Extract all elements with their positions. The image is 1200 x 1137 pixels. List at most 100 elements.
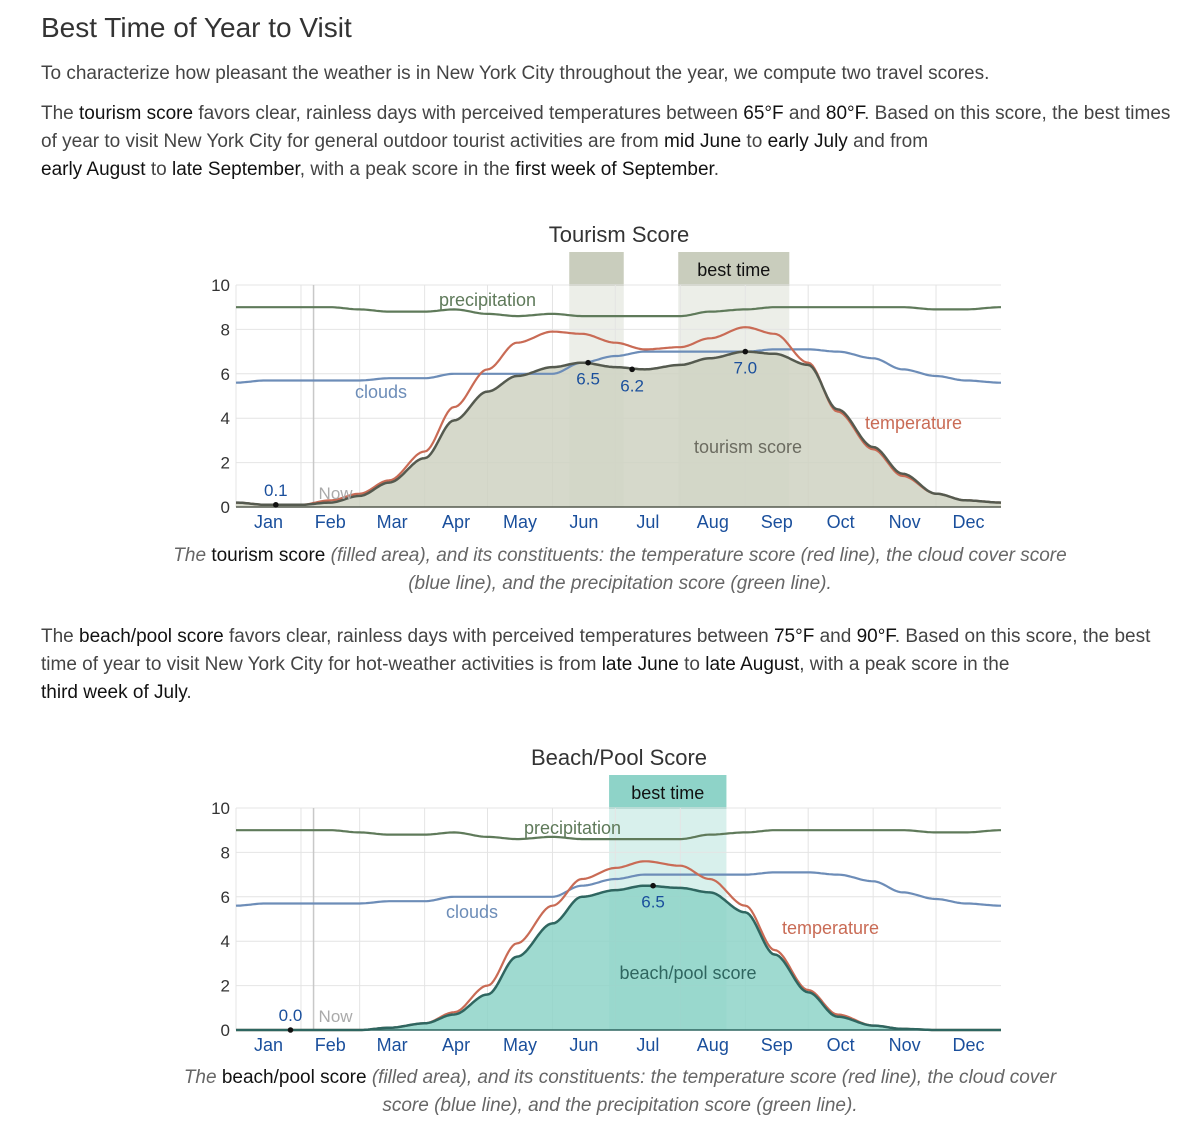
peak-point	[273, 501, 279, 508]
text-run: The	[41, 626, 80, 647]
highlight-term: tourism score	[79, 103, 194, 124]
highlight-term: early July	[767, 131, 848, 152]
text-run: favors clear, rainless days with perceiv…	[193, 103, 744, 124]
score-label: beach/pool score	[619, 963, 756, 983]
tourism-score-chart: best time Tourism Score 0 2 4 6 8 10 Jan Feb Mar Ap…	[211, 222, 1002, 532]
point-value-label: 6.5	[641, 893, 665, 912]
y-tick-label: 10	[211, 799, 230, 818]
peak-point	[585, 359, 591, 366]
month-label: Feb	[315, 1035, 346, 1055]
y-tick-label: 8	[221, 843, 230, 862]
tourism-description: The tourism score favors clear, rainless…	[41, 100, 1191, 184]
highlight-term: third week of July	[41, 682, 187, 703]
text-run: . Based on this score, the best time of …	[41, 626, 1151, 675]
point-value-label: 0.1	[264, 481, 288, 500]
month-label: Dec	[953, 1035, 985, 1055]
temperature-line	[236, 326, 1002, 506]
month-label: Sep	[761, 1035, 793, 1055]
text-run: (filled area), and its constituents: the…	[325, 545, 1067, 594]
best-time-band-header	[569, 252, 624, 286]
point-value-label: 6.2	[620, 376, 644, 395]
month-label: Jul	[636, 512, 659, 532]
highlight-term: tourism score	[211, 545, 326, 566]
text-run: .	[713, 159, 720, 180]
highlight-term: first week of September	[515, 159, 714, 180]
y-tick-label: 10	[211, 276, 230, 295]
highlight-term: late September	[171, 159, 300, 180]
temperature-label: temperature	[865, 413, 962, 433]
highlight-term: beach/pool score	[79, 626, 224, 647]
y-tick-label: 6	[221, 365, 230, 384]
highlight-term: early August	[41, 159, 146, 180]
tourism-chart-caption: The tourism score (filled area), and its…	[160, 542, 1080, 598]
month-label: Jan	[254, 512, 283, 532]
score-area	[236, 885, 1001, 1030]
precipitation-label: precipitation	[439, 290, 536, 310]
point-value-label: 0.0	[279, 1006, 303, 1025]
point-value-label: 7.0	[733, 359, 757, 378]
month-label: Jun	[569, 1035, 598, 1055]
highlight-term: late June	[601, 654, 679, 675]
text-run: favors clear, rainless days with perceiv…	[223, 626, 774, 647]
page-title: Best Time of Year to Visit	[41, 12, 352, 43]
month-label: Nov	[889, 1035, 921, 1055]
best-time-band-header	[678, 252, 790, 286]
month-label: Dec	[953, 512, 985, 532]
highlight-term: 65°F	[743, 103, 784, 124]
highlight-term: 75°F	[773, 626, 815, 647]
month-label: Apr	[442, 1035, 470, 1055]
text-run: The	[41, 103, 80, 124]
month-label: Apr	[442, 512, 470, 532]
chart-title: Tourism Score	[549, 222, 690, 247]
peak-point	[629, 366, 635, 373]
tourism-score-line	[236, 350, 1002, 507]
clouds-line	[235, 348, 1001, 384]
text-run: , with a peak score in the	[799, 654, 1010, 675]
month-label: Jan	[254, 1035, 283, 1055]
text-run: and from	[847, 131, 929, 152]
month-label: Oct	[827, 1035, 855, 1055]
score-label: tourism score	[694, 437, 802, 457]
month-label: Nov	[889, 512, 921, 532]
best-time-label: best time	[631, 783, 704, 803]
clouds-label: clouds	[355, 382, 407, 402]
y-tick-label: 4	[221, 409, 230, 428]
text-run: to	[145, 159, 172, 180]
y-tick-label: 2	[221, 454, 230, 473]
text-run: , with a peak score in the	[299, 159, 516, 180]
chart-title: Beach/Pool Score	[531, 745, 707, 770]
best-time-label: best time	[697, 260, 770, 280]
text-run: to	[678, 654, 706, 675]
y-tick-label: 0	[221, 498, 230, 517]
y-tick-label: 2	[221, 977, 230, 996]
beach-description: The beach/pool score favors clear, rainl…	[41, 623, 1191, 707]
highlight-term: beach/pool score	[221, 1067, 367, 1088]
text-run: The	[173, 545, 212, 566]
precipitation-label: precipitation	[524, 818, 621, 838]
month-label: Sep	[761, 512, 793, 532]
clouds-line	[235, 871, 1001, 907]
y-tick-label: 0	[221, 1021, 230, 1040]
score-area	[236, 351, 1001, 507]
highlight-term: 80°F	[825, 103, 865, 124]
peak-point	[650, 882, 656, 889]
peak-point	[287, 1027, 294, 1033]
text-run: and	[783, 103, 826, 124]
temperature-label: temperature	[782, 918, 879, 938]
text-run: The	[183, 1067, 222, 1088]
beach-chart-caption: The beach/pool score (filled area), and …	[160, 1064, 1080, 1120]
month-label: May	[503, 1035, 537, 1055]
y-tick-label: 8	[221, 320, 230, 339]
text-run: .	[186, 682, 192, 703]
month-label: Aug	[697, 1035, 729, 1055]
beach-pool-score-chart: best time Beach/Pool Score 0 2 4 6 8 10 Jan Feb Ma…	[211, 745, 1001, 1055]
point-value-label: 6.5	[576, 370, 600, 389]
precipitation-line	[236, 306, 1001, 318]
clouds-label: clouds	[446, 902, 498, 922]
precipitation-line	[236, 829, 1001, 841]
month-label: Jul	[636, 1035, 659, 1055]
month-label: Mar	[377, 1035, 408, 1055]
intro-paragraph: To characterize how pleasant the weather…	[41, 63, 990, 84]
best-time-band-header	[609, 775, 727, 809]
highlight-term: mid June	[664, 131, 742, 152]
